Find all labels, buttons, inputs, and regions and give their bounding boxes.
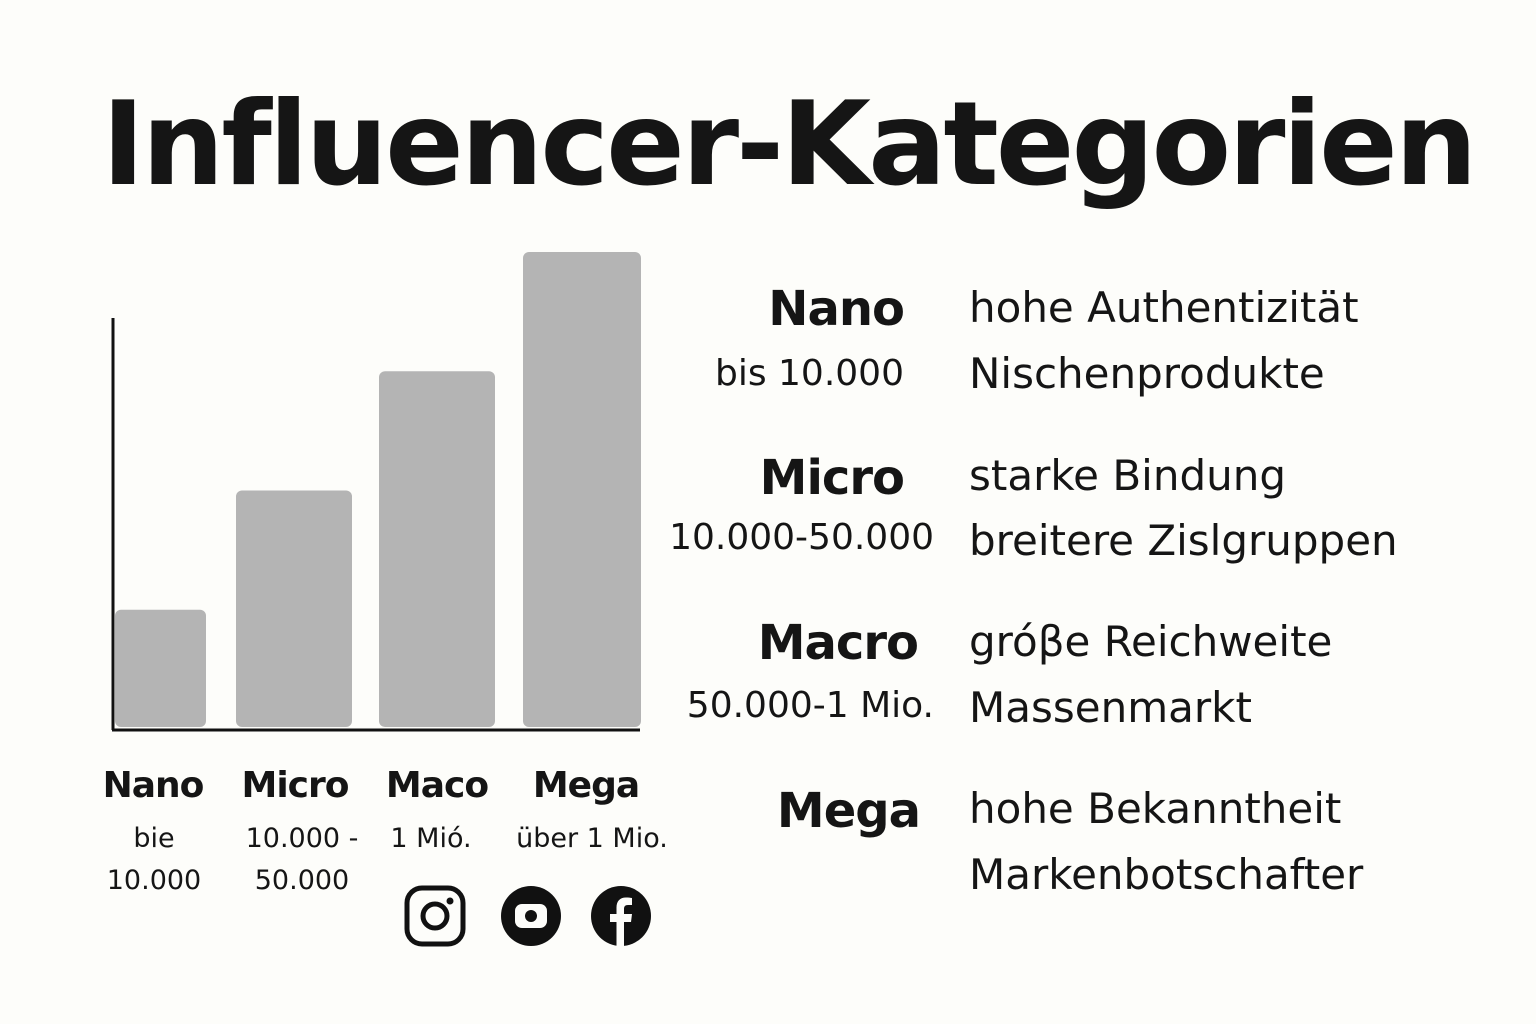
category-label-maco: Maco: [385, 765, 489, 806]
category-range-maco: 1 Mió.: [390, 823, 472, 854]
instagram-icon: [404, 885, 466, 947]
tier-trait: hohe Bekanntheit: [969, 784, 1342, 833]
tier-trait: Nischenprodukte: [969, 349, 1325, 398]
youtube-icon: [501, 886, 561, 946]
tier-range: 10.000-50.000: [669, 517, 934, 558]
bar-chart: [111, 252, 641, 732]
page-title: Influencer-Kategorien: [101, 77, 1478, 212]
tier-trait: starke Bindung: [969, 451, 1287, 500]
tier-name: Mega: [776, 783, 921, 839]
bar-micro: [236, 490, 352, 727]
category-range-nano: bie 10.000: [106, 823, 202, 896]
tier-name: Nano: [768, 281, 905, 337]
category-range-micro: 10.000 - 50.000: [245, 823, 359, 896]
bar-maco: [379, 371, 495, 727]
tier-trait: hohe Authentizität: [969, 283, 1359, 332]
category-range-mega: über 1 Mio.: [516, 823, 668, 854]
category-label-mega: Mega: [532, 765, 640, 806]
tier-name: Micro: [759, 450, 905, 506]
facebook-icon: [591, 886, 651, 946]
tier-trait: Markenbotschafter: [969, 850, 1364, 899]
category-label-micro: Micro: [241, 765, 350, 806]
bar-nano: [115, 609, 206, 727]
category-label-nano: Nano: [102, 765, 205, 806]
tier-range: bis 10.000: [714, 353, 904, 394]
tier-range: 50.000-1 Mio.: [686, 685, 934, 726]
tier-trait: Massenmarkt: [969, 683, 1252, 732]
tier-name: Macro: [757, 615, 919, 671]
tier-trait: breitere Zislgruppen: [969, 516, 1398, 565]
tier-trait: gróβe Reichweite: [969, 617, 1333, 666]
bar-mega: [523, 252, 641, 727]
